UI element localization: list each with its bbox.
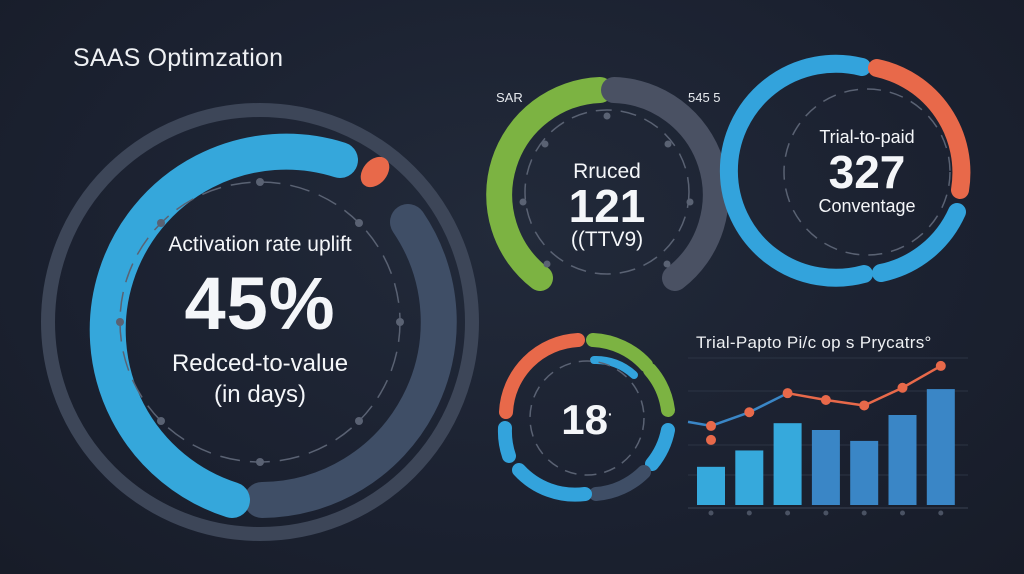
page-title: SAAS Optimzation (73, 44, 284, 72)
chart-bar (850, 440, 879, 505)
ttv-gauge-progress-arc (486, 77, 613, 291)
ttv-gauge-dashed-ring (524, 109, 690, 275)
chart-bar (773, 423, 802, 505)
chart-bar (926, 389, 955, 505)
ttv-gauge-subtitle: ((TTV9) (570, 228, 644, 251)
segment-gauge-dashed-ring (529, 360, 645, 476)
chart-bar (735, 450, 764, 505)
ttv-gauge-value: 121 (568, 180, 646, 232)
conversion-gauge-center: Trial-to-paid 327 Conventage (797, 127, 937, 217)
segment-gauge-value: 18 (561, 396, 609, 443)
main-gauge-marker-icon (360, 156, 390, 188)
ttv-gauge-label: Rruced (573, 160, 641, 183)
chart-bars (697, 389, 955, 505)
conversion-gauge-label: Trial-to-paid (819, 127, 915, 147)
chart-trend-point (782, 388, 793, 399)
chart-trend-point (897, 382, 908, 393)
main-gauge-subtitle-1: Redced-to-value (171, 350, 349, 377)
conversion-gauge-primary-arc (719, 54, 873, 287)
main-gauge-remaining-arc (244, 204, 457, 518)
main-gauge-progress-arc (89, 133, 358, 518)
segment-gauge-suffix: · (608, 406, 613, 422)
main-gauge-center: Activation rate uplift 45% Redced-to-val… (110, 233, 410, 410)
chart-bar (697, 466, 725, 505)
main-gauge-outer-ring (41, 103, 479, 541)
conversion-gauge-accent-arc (868, 59, 971, 199)
conversion-gauge-secondary-arc (872, 203, 966, 282)
segment-gauge-arcs (497, 333, 675, 502)
chart-trend-point (706, 420, 716, 431)
ttv-gauge-center: Rruced 121 ((TTV9) (537, 160, 677, 252)
main-gauge-label: Activation rate uplift (168, 233, 352, 256)
ttv-gauge-corner-left: SAR (496, 90, 523, 105)
chart-bar (811, 430, 840, 505)
ttv-gauge-remaining-arc (601, 77, 729, 291)
ttv-gauge-tick-dots (519, 112, 694, 268)
conversion-gauge-value: 327 (828, 146, 906, 198)
segment-gauge-center: 18· (537, 396, 637, 444)
main-gauge-subtitle-2: (in days) (213, 381, 307, 408)
chart-bar (888, 415, 917, 505)
chart-trend-point (935, 360, 946, 371)
chart-trend-point (744, 407, 755, 418)
conversion-gauge-dashed-ring (783, 88, 951, 256)
chart-trend-points (706, 360, 946, 445)
chart-x-axis-ticks (708, 510, 944, 516)
main-gauge-tick-dots (116, 178, 404, 466)
chart-title: Trial-Papto Pi/c op s Prycatrs° (696, 333, 932, 352)
chart-trend-point (820, 395, 831, 405)
main-gauge-value: 45% (184, 262, 336, 345)
conversion-gauge-subtitle: Conventage (818, 196, 916, 216)
ttv-gauge-corner-right: 545 5 (688, 90, 721, 105)
chart-trend-point (859, 400, 870, 411)
